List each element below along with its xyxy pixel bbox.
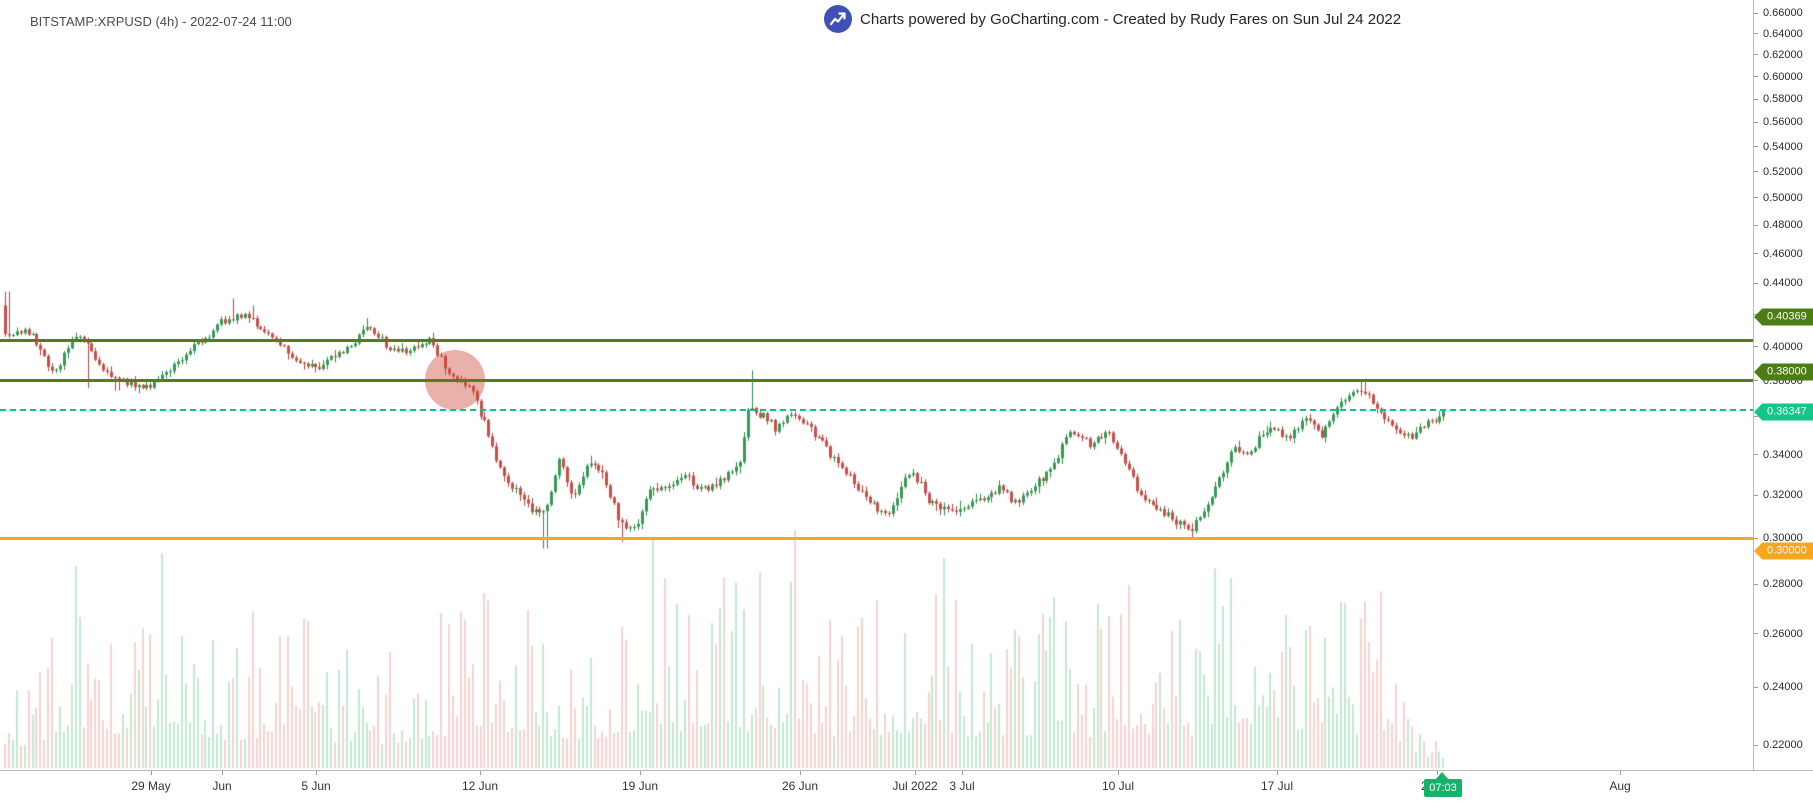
- y-axis-tickmark: [1754, 313, 1758, 315]
- x-axis-tick-label: 19 Jun: [621, 779, 659, 793]
- y-axis-tickmark: [1754, 744, 1758, 746]
- y-axis-tick-label: 0.62000: [1763, 48, 1803, 61]
- y-axis-tickmark: [1754, 121, 1758, 123]
- y-axis-tickmark: [1754, 494, 1758, 496]
- y-axis-tick-label: 0.30000: [1763, 532, 1803, 545]
- y-axis-tickmark: [1754, 171, 1758, 173]
- countdown-pointer-icon: [1435, 772, 1449, 780]
- x-axis-tick-label: Aug: [1609, 779, 1631, 793]
- y-axis-tick-label: 0.32000: [1763, 489, 1803, 502]
- price-tag-0.30000: 0.30000: [1754, 542, 1813, 560]
- y-axis-tick-label: 0.66000: [1763, 7, 1803, 19]
- y-axis-tick-label: 0.64000: [1763, 27, 1803, 40]
- y-axis-tick-label: 0.34000: [1763, 448, 1803, 461]
- x-axis-tickmark: [1118, 771, 1119, 775]
- branding-header: Charts powered by GoCharting.com - Creat…: [824, 5, 1401, 33]
- x-axis-tickmark: [800, 771, 801, 775]
- x-axis-tickmark: [316, 771, 317, 775]
- y-axis-tick-label: 0.46000: [1763, 247, 1803, 260]
- y-axis-tickmark: [1754, 380, 1758, 382]
- x-axis-tick-label: 3 Jul: [949, 779, 975, 793]
- y-axis-tickmark: [1754, 98, 1758, 100]
- y-axis-tick-label: 0.60000: [1763, 70, 1803, 83]
- x-axis-tick-label: 12 Jun: [461, 779, 499, 793]
- symbol-title: BITSTAMP:XRPUSD (4h) - 2022-07-24 11:00: [30, 14, 292, 29]
- price-tag-0.40369: 0.40369: [1754, 308, 1813, 326]
- x-axis-tick-label: 17 Jul: [1260, 779, 1294, 793]
- y-axis-tick-label: 0.22000: [1763, 739, 1803, 751]
- y-axis-tickmark: [1754, 224, 1758, 226]
- x-axis-tickmark: [222, 771, 223, 775]
- y-axis-tickmark: [1754, 686, 1758, 688]
- x-axis-tick-label: Jun: [212, 779, 232, 793]
- time-axis[interactable]: 29 May Jun 5 Jun 12 Jun 19 Jun 26 Jun Jul 2022…: [0, 770, 1813, 805]
- candle-countdown-tag: 07:03: [1424, 779, 1462, 797]
- horizontal-line-0.38000[interactable]: [0, 379, 1753, 383]
- y-axis-tickmark: [1754, 416, 1758, 418]
- y-axis-tick-label: 0.40000: [1763, 340, 1803, 353]
- y-axis-tickmark: [1754, 54, 1758, 56]
- x-axis-tickmark: [915, 771, 916, 775]
- y-axis-tickmark: [1754, 253, 1758, 255]
- x-axis-tick-label: 10 Jul: [1101, 779, 1135, 793]
- y-axis-tickmark: [1754, 633, 1758, 635]
- y-axis-tickmark: [1754, 76, 1758, 77]
- price-tag-0.38000: 0.38000: [1754, 363, 1813, 381]
- y-axis-tick-label: 0.50000: [1763, 191, 1803, 204]
- y-axis-tick-label: 0.28000: [1763, 578, 1803, 591]
- y-axis-tickmark: [1754, 146, 1758, 148]
- y-axis-tick-label: 0.48000: [1763, 219, 1803, 232]
- x-axis-tickmark: [480, 771, 481, 775]
- y-axis-tick-label: 0.52000: [1763, 165, 1803, 178]
- price-tag-0.36347: 0.36347: [1754, 403, 1813, 421]
- y-axis-tickmark: [1754, 454, 1758, 456]
- x-axis-tick-label: 29 May: [131, 779, 171, 793]
- x-axis-tick-label: 26 Jun: [781, 779, 819, 793]
- y-axis-tickmark: [1754, 12, 1758, 14]
- y-axis-tick-label: 0.58000: [1763, 93, 1803, 106]
- price-axis[interactable]: 0.66000 0.64000 0.62000 0.60000 0.58000 0.560…: [1753, 0, 1813, 770]
- y-axis-tick-label: 0.44000: [1763, 277, 1803, 290]
- x-axis-tickmark: [151, 771, 152, 775]
- x-axis-tickmark: [1620, 771, 1621, 775]
- powered-by-credit: Charts powered by GoCharting.com - Creat…: [860, 10, 1402, 28]
- x-axis-tickmark: [640, 771, 641, 775]
- y-axis-tickmark: [1754, 583, 1758, 585]
- x-axis-tickmark: [962, 771, 963, 775]
- gocharting-logo-icon: [824, 5, 852, 33]
- x-axis-tick-label: Jul 2022: [892, 779, 938, 793]
- y-axis-tickmark: [1754, 197, 1758, 199]
- y-axis-tickmark: [1754, 346, 1758, 348]
- y-axis-tickmark: [1754, 33, 1758, 34]
- y-axis-tick-label: 0.26000: [1763, 627, 1803, 640]
- y-axis-tick-label: 0.54000: [1763, 140, 1803, 153]
- horizontal-line-0.30000[interactable]: [0, 536, 1753, 540]
- y-axis-tickmark: [1754, 282, 1758, 284]
- y-axis-tick-label: 0.56000: [1763, 116, 1803, 129]
- y-axis-tickmark: [1754, 537, 1758, 539]
- x-axis-tick-label: 5 Jun: [301, 779, 331, 793]
- x-axis-tickmark: [1277, 771, 1278, 775]
- horizontal-line-0.40369[interactable]: [0, 339, 1753, 343]
- y-axis-tick-label: 0.24000: [1763, 681, 1803, 694]
- last-price-line[interactable]: [0, 409, 1753, 412]
